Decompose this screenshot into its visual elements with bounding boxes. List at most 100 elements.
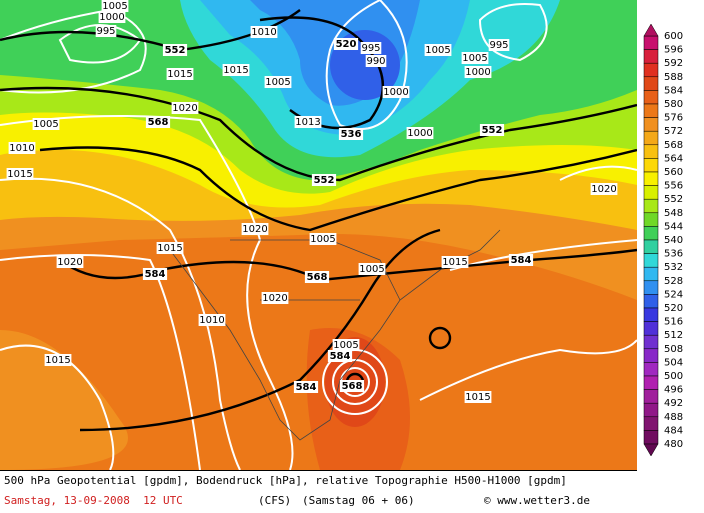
colorbar-label: 508 [664, 344, 683, 355]
colorbar-band [643, 294, 659, 309]
contour-label: 1015 [167, 69, 192, 80]
colorbar-band [643, 348, 659, 363]
contour-label-bg [464, 66, 492, 78]
colorbar-label: 592 [664, 58, 683, 69]
footer-model: (CFS) [258, 494, 291, 507]
contour-label: 552 [482, 125, 503, 136]
contour-label: 990 [366, 56, 385, 67]
contour-label: 568 [148, 117, 169, 128]
contour-label: 1020 [57, 257, 82, 268]
colorbar-label: 576 [664, 113, 683, 124]
contour-label: 1010 [199, 315, 224, 326]
contour-label: 1000 [99, 12, 124, 23]
colorbar-band [643, 212, 659, 227]
contour-label: 1020 [242, 224, 267, 235]
contour-label: 1013 [295, 117, 320, 128]
colorbar-band [643, 171, 659, 186]
colorbar-band [643, 239, 659, 254]
contour-label-bg [358, 263, 386, 275]
colorbar-label: 564 [664, 153, 683, 164]
colorbar-label: 492 [664, 398, 683, 409]
colorbar-band [643, 49, 659, 64]
colorbar-band [643, 334, 659, 350]
contour-label: 1020 [591, 184, 616, 195]
colorbar-label: 536 [664, 249, 683, 260]
colorbar-band [643, 185, 659, 200]
contour-label: 1015 [45, 355, 70, 366]
contour-label-bg [156, 242, 184, 254]
footer-run: (Samstag 06 + 06) [302, 494, 415, 507]
contour-label: 568 [307, 272, 328, 283]
footer-date: Samstag, 13-09-2008 12 UTC [4, 494, 183, 507]
contour-label: 1005 [33, 119, 58, 130]
contour-label-bg [327, 350, 353, 362]
contour-label-bg [309, 233, 337, 245]
footer-credit: © www.wetter3.de [484, 494, 590, 507]
contour-label-bg [508, 254, 534, 266]
contour-label-bg [101, 0, 129, 12]
contour-label: 552 [314, 175, 335, 186]
contour-label-bg [142, 268, 168, 280]
colorbar-band [643, 62, 659, 78]
contour-label: 536 [341, 129, 362, 140]
colorbar-label: 504 [664, 357, 683, 368]
colorbar-label: 544 [664, 221, 683, 232]
colorbar: 600 596 592 588 584 580 576 572 568 564 560 556 552 5… [643, 23, 683, 457]
contour-label-bg [198, 314, 226, 326]
contour-label: 584 [511, 255, 532, 266]
contour-label: 1005 [265, 77, 290, 88]
contour-label: 995 [361, 43, 380, 54]
contour-label-bg [441, 256, 469, 268]
colorbar-band [643, 158, 659, 173]
contour-label-bg [311, 174, 337, 186]
colorbar-band [643, 280, 659, 295]
colorbar-band [643, 321, 659, 336]
contour-label-bg [171, 102, 199, 114]
colorbar-label: 512 [664, 330, 683, 341]
colorbar-label: 548 [664, 208, 683, 219]
contour-label: 584 [296, 382, 317, 393]
contour-label: 584 [145, 269, 166, 280]
footer-description: 500 hPa Geopotential [gpdm], Bodendruck … [4, 474, 567, 487]
contour-label-bg [382, 86, 410, 98]
colorbar-label: 528 [664, 276, 683, 287]
colorbar-band [643, 103, 659, 118]
colorbar-band [643, 307, 659, 322]
contour-label: 1015 [442, 257, 467, 268]
contour-label-bg [293, 381, 319, 393]
contour-label-bg [304, 271, 330, 283]
colorbar-label: 500 [664, 371, 683, 382]
contour-label-bg [145, 116, 171, 128]
colorbar-band [643, 402, 659, 418]
colorbar-band [643, 375, 659, 390]
contour-label-bg [488, 39, 510, 51]
colorbar-label: 588 [664, 72, 683, 83]
colorbar-top-arrow [643, 23, 659, 37]
colorbar-label: 524 [664, 289, 683, 300]
colorbar-label: 568 [664, 140, 683, 151]
contour-label-bg [241, 223, 269, 235]
contour-label: 584 [330, 351, 351, 362]
colorbar-label: 480 [664, 439, 683, 450]
colorbar-label: 596 [664, 45, 683, 56]
contour-label-bg [461, 52, 489, 64]
colorbar-label: 572 [664, 126, 683, 137]
contour-label: 1015 [223, 65, 248, 76]
contour-label: 1020 [262, 293, 287, 304]
contour-label-bg [294, 116, 322, 128]
contour-label-bg [32, 118, 60, 130]
colorbar-band [643, 389, 659, 404]
contour-label-bg [360, 42, 382, 54]
contour-label: 995 [489, 40, 508, 51]
contour-label: 1005 [425, 45, 450, 56]
contour-label-bg [162, 44, 188, 56]
colorbar-band [643, 90, 659, 105]
colorbar-band [643, 198, 659, 214]
contour-label-bg [332, 339, 360, 351]
contour-label: 995 [96, 26, 115, 37]
contour-label-bg [222, 64, 250, 76]
contour-label-bg [424, 44, 452, 56]
contour-label-bg [261, 292, 289, 304]
